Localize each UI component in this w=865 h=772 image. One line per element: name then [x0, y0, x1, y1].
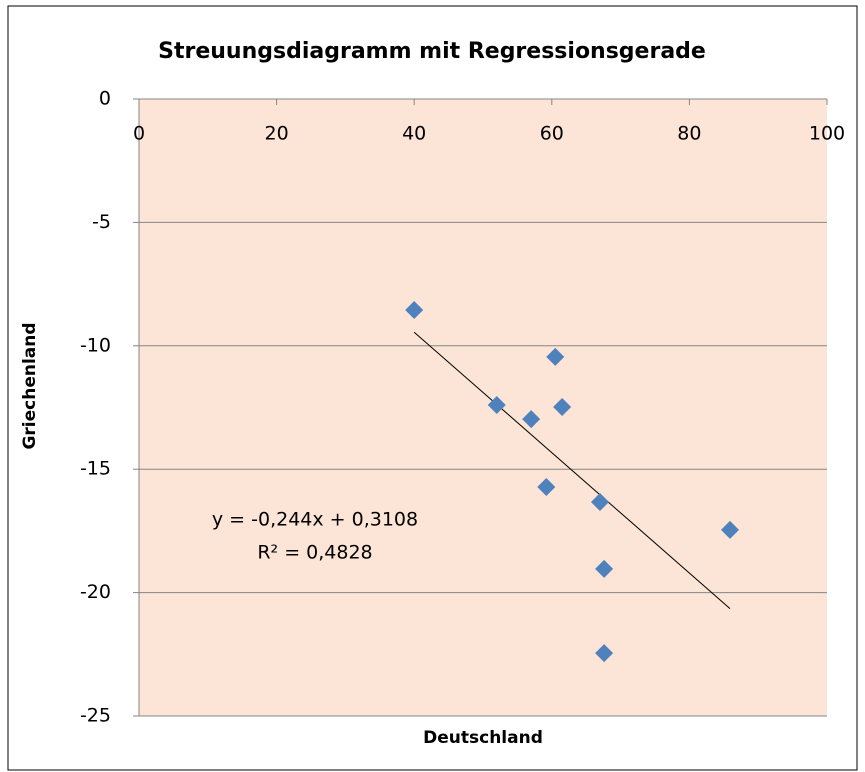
x-tick-label: 100 — [809, 123, 845, 145]
marker — [553, 398, 572, 417]
x-tick-label: 20 — [265, 123, 289, 145]
trendline-equation: y = -0,244x + 0,3108 — [212, 509, 418, 531]
y-tick-label: -20 — [80, 581, 111, 603]
marker — [590, 493, 609, 512]
marker — [595, 644, 614, 663]
trendline — [413, 331, 731, 609]
y-tick-label: -10 — [80, 334, 111, 356]
marker — [487, 396, 506, 415]
y-tick-label: 0 — [99, 88, 111, 110]
marker — [720, 520, 739, 539]
y-axis-label: Griechenland — [20, 322, 40, 449]
y-tick-label: -15 — [80, 458, 111, 480]
x-tick-label: 60 — [540, 123, 564, 145]
marker — [522, 410, 541, 429]
marker — [546, 347, 565, 366]
x-tick-label: 0 — [133, 123, 145, 145]
plot-area — [139, 99, 827, 716]
chart-title: Streuungsdiagramm mit Regressionsgerade — [158, 39, 706, 64]
x-tick-label: 80 — [677, 123, 701, 145]
marker — [595, 559, 614, 578]
x-tick-label: 40 — [402, 123, 426, 145]
trendline-r2: R² = 0,4828 — [257, 542, 372, 564]
marker — [405, 301, 424, 320]
y-tick-label: -5 — [92, 211, 111, 233]
x-axis-label: Deutschland — [423, 728, 543, 748]
marker — [537, 477, 556, 496]
y-tick-label: -25 — [80, 705, 111, 727]
